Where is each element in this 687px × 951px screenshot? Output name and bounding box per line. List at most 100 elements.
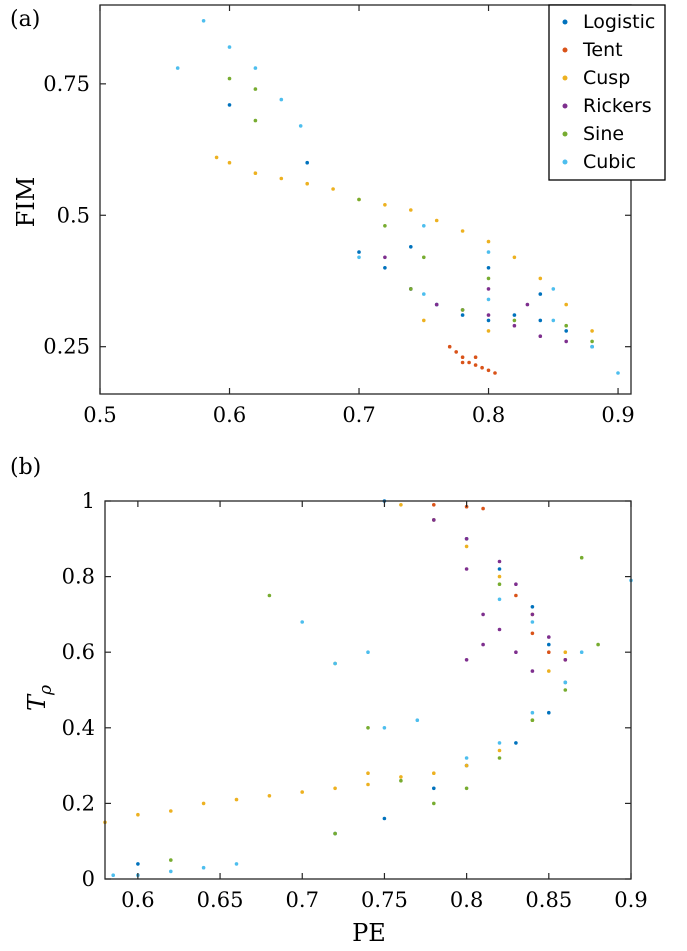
point-a-rickers-2 bbox=[434, 302, 439, 307]
point-a-sine-8 bbox=[564, 323, 568, 328]
point-a-cusp-7 bbox=[383, 203, 387, 207]
point-a-tent-9 bbox=[473, 355, 478, 360]
point-b-cusp-12 bbox=[497, 748, 502, 753]
panel-b-ylabel: Tρ bbox=[23, 685, 56, 711]
point-a-sine-10 bbox=[422, 255, 426, 260]
legend-label-cusp: Cusp bbox=[583, 67, 630, 89]
point-a-cusp-4 bbox=[305, 181, 310, 186]
point-b-cubic-4 bbox=[234, 862, 239, 866]
point-a-cubic-13 bbox=[486, 250, 491, 254]
point-a-tent-2 bbox=[460, 355, 465, 360]
point-b-tent-4 bbox=[547, 650, 551, 654]
point-a-cubic-4 bbox=[279, 97, 284, 102]
point-a-cubic-12 bbox=[422, 224, 426, 228]
xtick-label-b-6: 0.9 bbox=[614, 888, 647, 912]
point-a-rickers-5 bbox=[512, 323, 517, 328]
ytick-label-b-2: 0.4 bbox=[62, 716, 95, 740]
point-a-logistic-12 bbox=[409, 245, 413, 249]
point-b-logistic-6 bbox=[547, 642, 551, 647]
point-a-sine-1 bbox=[253, 87, 258, 91]
panel-label-a: (a) bbox=[10, 7, 40, 32]
point-b-cusp-2 bbox=[169, 809, 173, 813]
point-b-rickers-8 bbox=[514, 650, 518, 654]
point-a-tent-6 bbox=[486, 368, 491, 373]
point-b-rickers-5 bbox=[547, 635, 551, 639]
point-b-logistic-4 bbox=[497, 567, 502, 571]
point-a-cubic-1 bbox=[201, 19, 206, 23]
point-b-tent-0 bbox=[432, 503, 436, 507]
point-b-sine-2 bbox=[366, 726, 370, 730]
point-b-rickers-2 bbox=[497, 559, 502, 564]
point-b-cusp-5 bbox=[267, 794, 272, 798]
point-a-logistic-11 bbox=[305, 160, 310, 165]
point-b-logistic-0 bbox=[136, 862, 140, 866]
point-a-cusp-15 bbox=[590, 329, 594, 333]
point-a-cusp-9 bbox=[434, 218, 439, 223]
point-b-rickers-0 bbox=[432, 518, 436, 522]
point-a-logistic-9 bbox=[564, 329, 568, 333]
legend: Logistic Tent Cusp Rickers Sine Cubic bbox=[548, 4, 666, 181]
point-a-tent-1 bbox=[454, 350, 459, 354]
point-b-rickers-9 bbox=[497, 627, 502, 632]
point-a-sine-3 bbox=[357, 197, 361, 202]
xtick-label-b-2: 0.7 bbox=[286, 888, 319, 912]
point-b-sine-7 bbox=[530, 718, 535, 722]
point-a-sine-0 bbox=[227, 76, 232, 81]
point-b-cusp-8 bbox=[366, 782, 370, 787]
panel-b-xlabel: PE bbox=[352, 919, 386, 947]
point-b-cusp-9 bbox=[399, 775, 403, 779]
point-b-sine-12 bbox=[169, 858, 173, 862]
point-a-cubic-2 bbox=[227, 45, 232, 49]
legend-label-sine: Sine bbox=[583, 123, 624, 145]
point-b-sine-11 bbox=[333, 831, 337, 836]
point-b-cusp-17 bbox=[497, 574, 502, 579]
point-a-sine-4 bbox=[383, 224, 387, 228]
panel-b-frame bbox=[104, 500, 632, 880]
legend-marker-logistic bbox=[562, 19, 568, 25]
point-b-rickers-6 bbox=[563, 658, 568, 662]
ytick-label-b-4: 0.8 bbox=[62, 565, 95, 589]
panel-a-ticks: 0.5 0.6 0.7 0.8 0.9 0.25 0.5 0.75 bbox=[43, 5, 635, 427]
point-b-sine-0 bbox=[267, 593, 272, 598]
ytick-label-a-1: 0.5 bbox=[57, 203, 90, 227]
point-b-sine-9 bbox=[579, 555, 584, 560]
legend-label-logistic: Logistic bbox=[583, 11, 655, 33]
panel-a: (a) 0.5 0.6 0.7 0.8 0.9 0.25 0.5 0.75 FIM Logis… bbox=[10, 4, 666, 427]
ytick-label-b-0: 0 bbox=[82, 867, 95, 891]
legend-marker-cusp bbox=[562, 75, 568, 81]
point-b-logistic-11 bbox=[432, 786, 436, 791]
point-b-cusp-3 bbox=[201, 801, 206, 806]
point-b-cubic-13 bbox=[563, 680, 568, 685]
point-b-sine-4 bbox=[432, 801, 436, 806]
point-b-cubic-10 bbox=[464, 756, 469, 760]
point-a-tent-8 bbox=[460, 360, 465, 365]
point-a-sine-2 bbox=[253, 118, 258, 123]
ytick-label-b-3: 0.6 bbox=[62, 640, 95, 664]
point-a-logistic-7 bbox=[512, 313, 517, 317]
ytick-label-b-5: 1 bbox=[82, 489, 95, 513]
xtick-label-a-1: 0.6 bbox=[213, 403, 246, 427]
point-a-sine-9 bbox=[590, 339, 594, 344]
point-b-cubic-3 bbox=[201, 865, 206, 870]
point-a-logistic-6 bbox=[486, 318, 491, 323]
point-b-rickers-12 bbox=[481, 612, 485, 617]
point-b-cubic-11 bbox=[497, 741, 502, 745]
point-a-cusp-8 bbox=[409, 208, 413, 212]
xtick-label-b-0: 0.6 bbox=[121, 888, 154, 912]
point-b-cusp-7 bbox=[333, 786, 337, 791]
point-b-rickers-1 bbox=[464, 537, 469, 541]
legend-label-rickers: Rickers bbox=[583, 95, 652, 117]
point-a-rickers-4 bbox=[486, 313, 491, 317]
point-a-logistic-0 bbox=[227, 103, 232, 107]
point-a-tent-4 bbox=[473, 363, 478, 367]
point-a-cubic-10 bbox=[590, 344, 594, 349]
point-b-cusp-4 bbox=[234, 797, 239, 802]
point-a-cubic-11 bbox=[616, 371, 620, 375]
point-b-logistic-5 bbox=[530, 605, 535, 609]
legend-marker-tent bbox=[562, 47, 568, 53]
point-a-sine-7 bbox=[512, 318, 517, 323]
point-a-rickers-0 bbox=[383, 255, 387, 260]
legend-box bbox=[548, 4, 666, 181]
point-a-cubic-5 bbox=[298, 124, 303, 128]
xtick-label-b-3: 0.75 bbox=[361, 888, 408, 912]
